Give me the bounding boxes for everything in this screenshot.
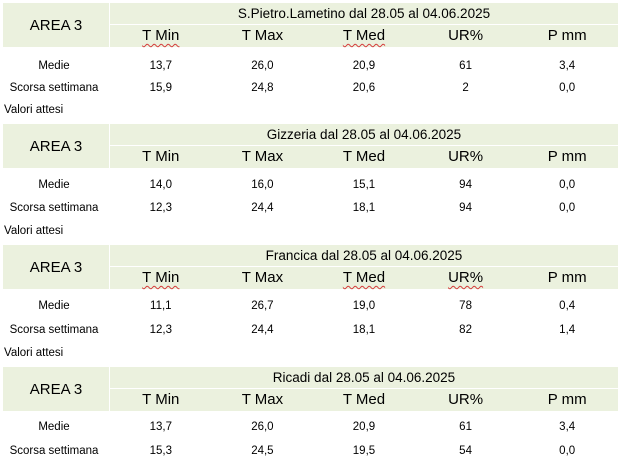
- header-ur: UR%: [448, 391, 484, 408]
- header-t-max: T Max: [241, 269, 284, 286]
- row-label: Medie: [38, 300, 70, 312]
- column-headers: T Min T Max T Med UR% P mm: [110, 389, 618, 411]
- cell: 14,0: [149, 179, 172, 191]
- cell: 0,4: [559, 300, 576, 312]
- header-t-min: T Min: [142, 391, 180, 408]
- cell: 20,9: [352, 421, 376, 433]
- column-headers: T Min T Max T Med UR% P mm: [110, 267, 618, 289]
- cell: 3,4: [559, 421, 576, 433]
- cell: 19,0: [352, 300, 376, 312]
- row-label: Medie: [38, 179, 70, 191]
- row-label: Medie: [38, 421, 70, 433]
- cell: 78: [459, 300, 472, 312]
- row-label: Valori attesi: [4, 347, 64, 359]
- column-headers: T Min T Max T Med UR% P mm: [110, 146, 618, 168]
- cell: 24,4: [251, 324, 274, 336]
- cell: 19,5: [352, 445, 376, 457]
- header-t-med: T Med: [342, 148, 386, 165]
- area-label: AREA 3: [3, 245, 110, 289]
- cell: 20,6: [352, 82, 376, 94]
- header-t-min: T Min: [142, 148, 180, 165]
- header-ur: UR%: [448, 148, 484, 165]
- cell: 26,0: [251, 421, 274, 433]
- header-p-mm: P mm: [547, 27, 587, 44]
- header-t-med: T Med: [342, 27, 386, 44]
- cell: 82: [459, 324, 472, 336]
- cell: 18,1: [352, 202, 376, 214]
- header-t-med: T Med: [342, 391, 386, 408]
- row-label: Scorsa settimana: [9, 82, 99, 94]
- cell: 24,4: [251, 202, 274, 214]
- header-t-min: T Min: [142, 27, 180, 44]
- row-scorsa-settimana: Scorsa settimana 12,3 24,4 18,1 82 1,4: [0, 319, 618, 341]
- row-label: Scorsa settimana: [9, 445, 99, 457]
- cell: 0,0: [559, 445, 576, 457]
- cell: 3,4: [559, 60, 576, 72]
- cell: 26,0: [251, 60, 274, 72]
- header-p-mm: P mm: [547, 148, 587, 165]
- row-medie: Medie 14,0 16,0 15,1 94 0,0: [0, 174, 618, 196]
- cell: 12,3: [149, 202, 172, 214]
- row-label: Medie: [38, 60, 70, 72]
- row-label: Scorsa settimana: [9, 202, 99, 214]
- cell: 0,0: [559, 82, 576, 94]
- cell: 20,9: [352, 60, 376, 72]
- column-headers: T Min T Max T Med UR% P mm: [110, 25, 618, 47]
- row-scorsa-settimana: Scorsa settimana 15,3 24,5 19,5 54 0,0: [0, 440, 618, 462]
- header-t-med: T Med: [342, 269, 386, 286]
- block-title: Francica dal 28.05 al 04.06.2025: [110, 245, 618, 266]
- header-p-mm: P mm: [547, 391, 587, 408]
- cell: 15,1: [352, 179, 376, 191]
- row-scorsa-settimana: Scorsa settimana 12,3 24,4 18,1 94 0,0: [0, 197, 618, 219]
- row-valori-attesi: Valori attesi: [0, 342, 618, 364]
- block-title: Gizzeria dal 28.05 al 04.06.2025: [110, 124, 618, 145]
- row-label: Valori attesi: [4, 225, 64, 237]
- cell: 24,5: [251, 445, 274, 457]
- header-ur: UR%: [448, 269, 484, 286]
- cell: 0,0: [559, 202, 576, 214]
- row-label: Scorsa settimana: [9, 324, 99, 336]
- row-medie: Medie 13,7 26,0 20,9 61 3,4: [0, 416, 618, 438]
- header-p-mm: P mm: [547, 269, 587, 286]
- block-title: Ricadi dal 28.05 al 04.06.2025: [110, 367, 618, 388]
- cell: 16,0: [251, 179, 274, 191]
- row-label: Valori attesi: [4, 104, 64, 116]
- row-valori-attesi: Valori attesi: [0, 220, 618, 242]
- row-valori-attesi: Valori attesi: [0, 99, 618, 121]
- cell: 12,3: [149, 324, 172, 336]
- row-medie: Medie 11,1 26,7 19,0 78 0,4: [0, 295, 618, 317]
- cell: 13,7: [149, 421, 172, 433]
- cell: 61: [459, 421, 472, 433]
- cell: 54: [459, 445, 472, 457]
- cell: 0,0: [559, 179, 576, 191]
- cell: 94: [459, 179, 472, 191]
- cell: 94: [459, 202, 472, 214]
- cell: 18,1: [352, 324, 376, 336]
- cell: 2: [462, 82, 469, 94]
- header-t-max: T Max: [241, 148, 284, 165]
- header-t-min: T Min: [142, 269, 180, 286]
- header-t-max: T Max: [241, 27, 284, 44]
- cell: 15,3: [149, 445, 172, 457]
- area-label: AREA 3: [3, 124, 110, 168]
- row-scorsa-settimana: Scorsa settimana 15,9 24,8 20,6 2 0,0: [0, 77, 618, 99]
- header-t-max: T Max: [241, 391, 284, 408]
- cell: 1,4: [559, 324, 576, 336]
- cell: 13,7: [149, 60, 172, 72]
- cell: 24,8: [251, 82, 274, 94]
- cell: 26,7: [251, 300, 274, 312]
- cell: 61: [459, 60, 472, 72]
- header-ur: UR%: [448, 27, 484, 44]
- block-title: S.Pietro.Lametino dal 28.05 al 04.06.202…: [110, 3, 618, 24]
- row-medie: Medie 13,7 26,0 20,9 61 3,4: [0, 55, 618, 77]
- cell: 11,1: [150, 300, 172, 312]
- area-label: AREA 3: [3, 3, 110, 47]
- area-label: AREA 3: [3, 367, 110, 411]
- cell: 15,9: [149, 82, 172, 94]
